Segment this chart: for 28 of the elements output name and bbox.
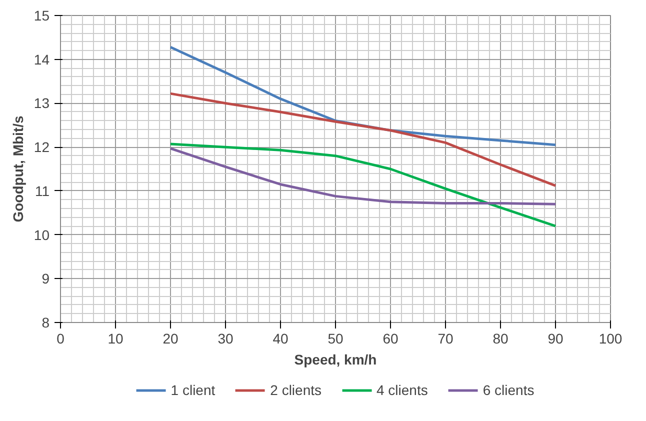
- x-tick-label: 90: [548, 330, 564, 346]
- line-series: [169, 147, 557, 206]
- legend-label: 2 clients: [270, 382, 322, 398]
- y-tick-label: 11: [34, 182, 50, 199]
- line-series: [169, 92, 557, 187]
- x-tick-label: 100: [598, 330, 622, 346]
- x-tick-label: 40: [272, 330, 288, 346]
- x-tick-label: 20: [162, 330, 178, 346]
- x-tick-label: 60: [382, 330, 398, 346]
- y-tick-label: 13: [34, 95, 50, 112]
- legend-label: 1 client: [170, 382, 216, 398]
- y-tick-label: 15: [34, 8, 50, 24]
- x-axis-title: Speed, km/h: [294, 352, 377, 368]
- x-tick-label: 70: [438, 330, 454, 346]
- y-tick-label: 9: [42, 270, 50, 287]
- y-axis-title: Goodput, Mbit/s: [10, 116, 26, 222]
- legend-label: 4 clients: [376, 382, 428, 398]
- x-tick-label: 0: [56, 330, 65, 346]
- x-tick-label: 30: [218, 330, 234, 346]
- y-tick-label: 14: [34, 51, 50, 68]
- x-tick-label: 80: [492, 330, 508, 346]
- x-tick-label: 50: [328, 330, 344, 346]
- y-tick-label: 8: [42, 314, 50, 330]
- line-series: [169, 142, 557, 228]
- x-tick-label: 10: [108, 330, 124, 346]
- legend-label: 6 clients: [482, 382, 534, 398]
- y-tick-label: 12: [34, 139, 50, 156]
- y-tick-label: 10: [34, 226, 50, 243]
